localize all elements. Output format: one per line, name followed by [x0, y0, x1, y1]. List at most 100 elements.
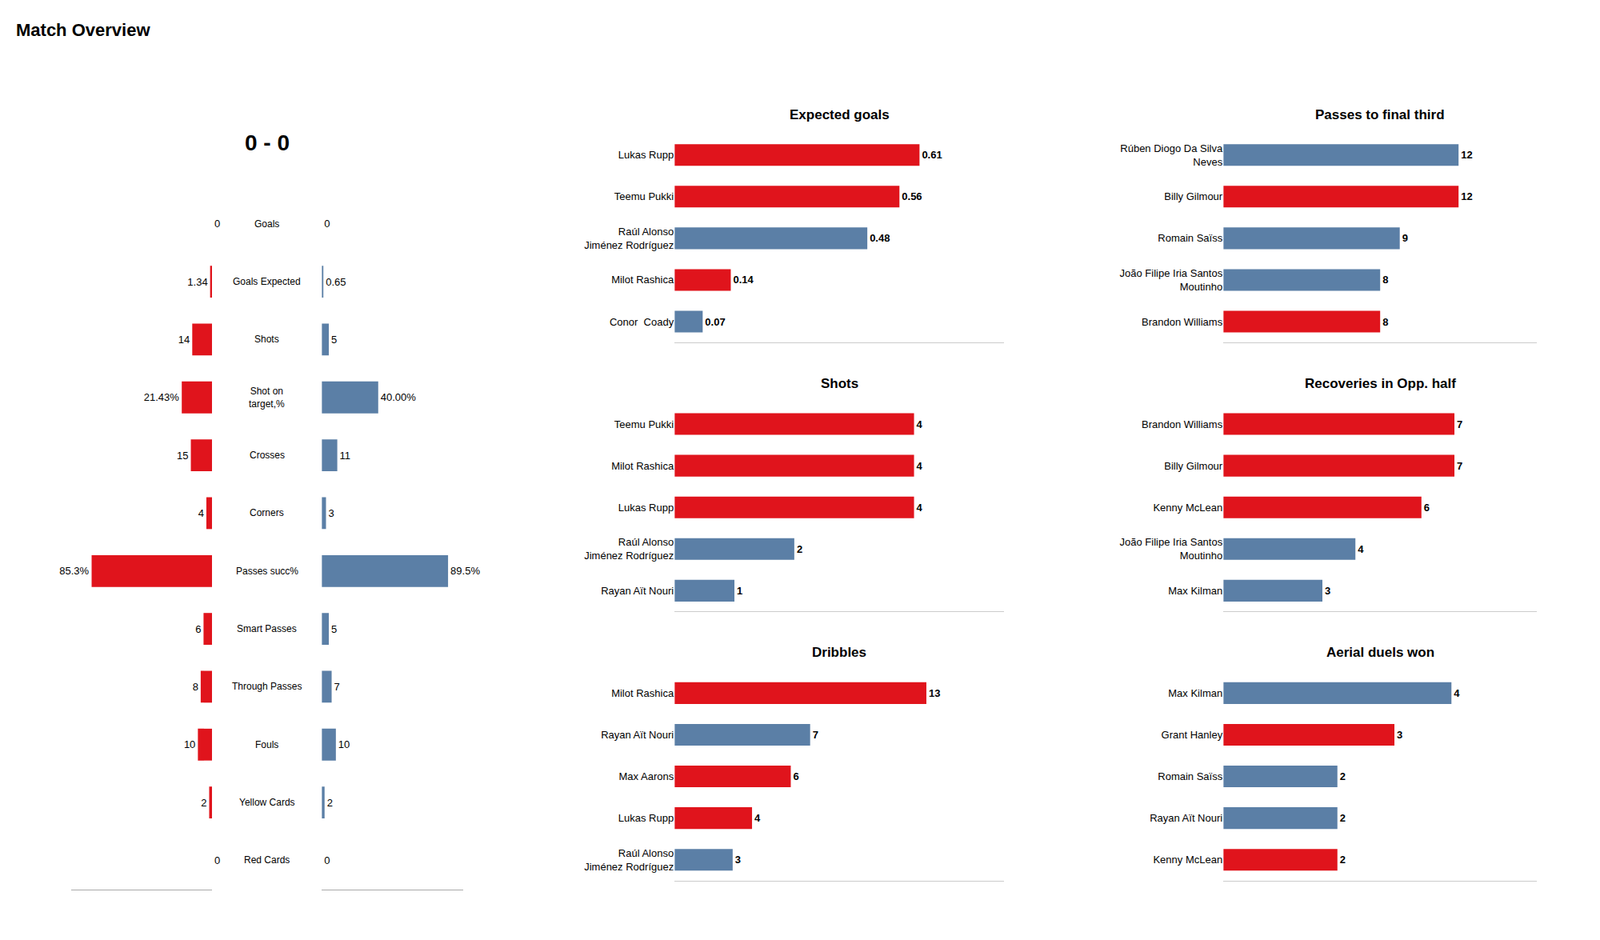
- svg-text:10: 10: [184, 738, 196, 751]
- svg-text:Red Cards: Red Cards: [244, 854, 290, 866]
- svg-text:Through Passes: Through Passes: [232, 680, 302, 692]
- svg-text:2: 2: [1340, 770, 1346, 783]
- svg-text:Raúl AlonsoJiménez Rodríguez: Raúl AlonsoJiménez Rodríguez: [584, 225, 674, 252]
- svg-text:Corners: Corners: [249, 507, 284, 519]
- svg-text:Rayan Aït Nouri: Rayan Aït Nouri: [1149, 812, 1223, 824]
- svg-text:0.65: 0.65: [325, 276, 346, 288]
- svg-text:2: 2: [327, 796, 333, 809]
- svg-text:7: 7: [812, 728, 819, 741]
- svg-text:Brandon Williams: Brandon Williams: [1141, 418, 1224, 431]
- svg-text:3: 3: [1396, 728, 1403, 741]
- svg-text:8: 8: [1382, 273, 1388, 286]
- svg-text:3: 3: [328, 507, 334, 520]
- svg-text:3: 3: [1324, 584, 1331, 597]
- svg-text:2: 2: [796, 543, 803, 556]
- svg-text:21.43%: 21.43%: [144, 391, 180, 404]
- svg-text:6: 6: [195, 623, 201, 636]
- svg-text:0: 0: [324, 854, 330, 867]
- svg-text:João Filipe Iria SantosMoutinh: João Filipe Iria SantosMoutinho: [1120, 536, 1224, 562]
- svg-text:2: 2: [1340, 853, 1346, 866]
- svg-text:Dribbles: Dribbles: [812, 644, 867, 660]
- svg-text:Kenny McLean: Kenny McLean: [1152, 501, 1223, 514]
- svg-text:Billy Gilmour: Billy Gilmour: [1164, 190, 1224, 203]
- svg-text:Shots: Shots: [820, 376, 859, 392]
- svg-text:4: 4: [1357, 543, 1364, 556]
- svg-text:4: 4: [916, 501, 924, 514]
- svg-text:0.48: 0.48: [869, 232, 890, 244]
- svg-text:Lukas Rupp: Lukas Rupp: [618, 148, 674, 161]
- svg-text:Match Overview: Match Overview: [16, 20, 151, 40]
- svg-text:Grant Hanley: Grant Hanley: [1161, 728, 1224, 741]
- svg-text:0: 0: [214, 854, 220, 867]
- svg-text:4: 4: [198, 507, 204, 520]
- svg-text:0.07: 0.07: [704, 316, 725, 328]
- svg-text:0.14: 0.14: [732, 273, 754, 286]
- svg-text:Teemu Pukki: Teemu Pukki: [614, 418, 675, 431]
- svg-text:6: 6: [792, 770, 799, 783]
- svg-text:2: 2: [1340, 812, 1346, 824]
- svg-text:11: 11: [340, 449, 352, 462]
- svg-text:2: 2: [200, 796, 207, 809]
- svg-text:Conor Coady: Conor Coady: [609, 316, 675, 328]
- svg-text:8: 8: [192, 680, 199, 693]
- svg-text:Billy Gilmour: Billy Gilmour: [1164, 460, 1224, 472]
- svg-text:Max Kilman: Max Kilman: [1168, 584, 1223, 597]
- svg-text:8: 8: [1382, 316, 1388, 328]
- svg-text:Crosses: Crosses: [249, 449, 285, 461]
- svg-text:13: 13: [928, 687, 940, 700]
- svg-text:Rúben Diogo Da SilvaNeves: Rúben Diogo Da SilvaNeves: [1120, 142, 1224, 168]
- svg-text:1: 1: [736, 584, 743, 597]
- svg-text:6: 6: [1424, 501, 1430, 514]
- svg-text:Smart Passes: Smart Passes: [236, 623, 297, 635]
- svg-text:Lukas Rupp: Lukas Rupp: [618, 812, 674, 824]
- svg-text:Passes to final third: Passes to final third: [1315, 107, 1445, 123]
- svg-text:Fouls: Fouls: [255, 739, 279, 751]
- svg-text:Kenny McLean: Kenny McLean: [1152, 853, 1223, 866]
- svg-text:12: 12: [1460, 148, 1472, 161]
- svg-text:Rayan Aït Nouri: Rayan Aït Nouri: [600, 584, 674, 597]
- svg-text:4: 4: [754, 812, 761, 824]
- svg-text:85.3%: 85.3%: [59, 564, 89, 577]
- svg-text:0 - 0: 0 - 0: [244, 130, 290, 156]
- svg-text:Shot ontarget,%: Shot ontarget,%: [248, 385, 285, 410]
- svg-text:4: 4: [916, 418, 924, 431]
- svg-text:1.34: 1.34: [187, 276, 208, 288]
- svg-text:Milot Rashica: Milot Rashica: [611, 460, 675, 472]
- svg-text:Passes succ%: Passes succ%: [236, 565, 299, 577]
- svg-text:0: 0: [214, 217, 220, 230]
- svg-text:Teemu Pukki: Teemu Pukki: [614, 190, 675, 203]
- svg-text:Aerial duels won: Aerial duels won: [1326, 644, 1435, 660]
- svg-text:Rayan Aït Nouri: Rayan Aït Nouri: [600, 728, 674, 741]
- svg-text:Yellow Cards: Yellow Cards: [239, 796, 296, 808]
- svg-text:7: 7: [1456, 460, 1463, 472]
- svg-text:Max Aarons: Max Aarons: [619, 770, 675, 783]
- svg-text:10: 10: [338, 738, 350, 751]
- svg-text:Goals Expected: Goals Expected: [232, 276, 301, 288]
- svg-text:Raúl AlonsoJiménez Rodríguez: Raúl AlonsoJiménez Rodríguez: [584, 847, 674, 873]
- svg-text:Expected goals: Expected goals: [789, 107, 890, 123]
- svg-text:Milot Rashica: Milot Rashica: [611, 273, 675, 286]
- svg-text:Brandon Williams: Brandon Williams: [1141, 316, 1224, 328]
- svg-text:Goals: Goals: [254, 218, 280, 230]
- svg-text:Lukas Rupp: Lukas Rupp: [618, 501, 674, 514]
- svg-text:12: 12: [1460, 190, 1472, 203]
- svg-text:Max Kilman: Max Kilman: [1168, 687, 1223, 700]
- svg-text:João Filipe Iria SantosMoutinh: João Filipe Iria SantosMoutinho: [1120, 267, 1224, 293]
- svg-text:89.5%: 89.5%: [450, 564, 480, 577]
- svg-text:Recoveries in Opp. half: Recoveries in Opp. half: [1304, 376, 1456, 392]
- svg-text:Milot Rashica: Milot Rashica: [611, 687, 675, 700]
- svg-text:Shots: Shots: [254, 333, 280, 345]
- svg-text:5: 5: [331, 623, 337, 636]
- svg-text:4: 4: [1453, 687, 1460, 700]
- svg-text:0.61: 0.61: [921, 148, 942, 161]
- svg-text:5: 5: [331, 333, 337, 346]
- svg-text:7: 7: [334, 680, 340, 693]
- svg-text:4: 4: [916, 460, 924, 472]
- svg-text:Romain Saïss: Romain Saïss: [1157, 770, 1223, 783]
- svg-text:0: 0: [324, 217, 330, 230]
- svg-text:3: 3: [735, 853, 741, 866]
- svg-text:15: 15: [176, 449, 188, 462]
- svg-text:Romain Saïss: Romain Saïss: [1157, 232, 1223, 244]
- svg-text:14: 14: [178, 333, 190, 346]
- svg-text:40.00%: 40.00%: [380, 391, 417, 404]
